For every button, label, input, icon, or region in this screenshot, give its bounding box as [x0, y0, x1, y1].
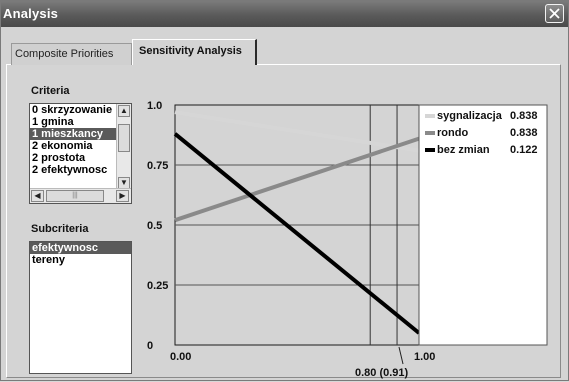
- series-line-bez-zmian: [173, 132, 421, 335]
- criteria-horizontal-scrollbar[interactable]: ◀ ||| ▶: [30, 188, 131, 203]
- y-tick-label: 1.0: [147, 100, 162, 112]
- criteria-items: 0 skrzyzowanie 1 gmina 1 mieszkancy 2 ek…: [30, 104, 116, 176]
- series-line-rondo: [174, 136, 420, 223]
- y-tick-labels: 0 0.25 0.5 0.75 1.0: [147, 100, 168, 352]
- legend: sygnalizacja 0.838 rondo 0.838 bez zmian 0.12…: [425, 110, 538, 156]
- chevron-right-icon: ▶: [119, 191, 126, 200]
- title-bar[interactable]: Analysis: [1, 1, 568, 27]
- subcriteria-list[interactable]: efektywnosc tereny: [29, 241, 132, 374]
- chevron-up-icon: ▲: [120, 106, 128, 115]
- criteria-item[interactable]: 2 prostota: [32, 152, 86, 164]
- vertical-scroll-thumb[interactable]: [118, 124, 130, 152]
- y-tick-label: 0.25: [147, 280, 168, 292]
- x-tick-label: 0.00: [170, 351, 191, 363]
- chevron-down-icon: ▼: [120, 178, 128, 187]
- close-icon: [549, 8, 560, 19]
- close-button[interactable]: [545, 4, 564, 23]
- legend-entry-value: 0.122: [510, 144, 538, 156]
- criteria-label: Criteria: [31, 85, 70, 97]
- horizontal-scroll-thumb[interactable]: |||: [46, 190, 104, 202]
- scroll-left-button[interactable]: ◀: [31, 190, 44, 202]
- scroll-right-button[interactable]: ▶: [116, 190, 129, 202]
- grip-icon: |||: [72, 192, 78, 199]
- criteria-list[interactable]: 0 skrzyzowanie 1 gmina 1 mieszkancy 2 ek…: [29, 103, 132, 204]
- legend-entry-value: 0.838: [510, 127, 538, 139]
- y-tick-label: 0.75: [147, 160, 168, 172]
- legend-entry-name: bez zmian: [437, 144, 490, 156]
- x-tick-labels: 0.00 1.00: [170, 351, 435, 363]
- criteria-item[interactable]: 2 ekonomia: [32, 140, 93, 152]
- criteria-vertical-scrollbar[interactable]: ▲ ▼: [116, 104, 131, 190]
- tab-composite-priorities-label: Composite Priorities: [15, 48, 114, 60]
- x-tick-label: 1.00: [414, 351, 435, 363]
- scroll-up-button[interactable]: ▲: [118, 105, 130, 117]
- criteria-item-selected[interactable]: 1 mieszkancy: [30, 128, 116, 140]
- series-lines: [173, 110, 421, 335]
- subcriteria-item-selected[interactable]: efektywnosc: [30, 242, 131, 254]
- subcriteria-label: Subcriteria: [31, 223, 89, 235]
- tab-sensitivity-analysis-label: Sensitivity Analysis: [139, 45, 242, 57]
- tab-sensitivity-analysis[interactable]: Sensitivity Analysis: [132, 39, 257, 65]
- criteria-item[interactable]: 1 gmina: [32, 116, 74, 128]
- criteria-item[interactable]: 0 skrzyzowanie: [32, 104, 113, 116]
- marker-leader-line: [398, 346, 404, 365]
- tab-composite-priorities[interactable]: Composite Priorities: [11, 43, 132, 65]
- legend-entry-name: sygnalizacja: [437, 110, 503, 122]
- legend-entry-value: 0.838: [510, 110, 538, 122]
- window-title: Analysis: [3, 6, 59, 21]
- legend-entry-name: rondo: [437, 127, 468, 139]
- legend-box: [418, 104, 548, 346]
- series-line-sygnalizacja: [174, 110, 420, 153]
- chevron-left-icon: ◀: [34, 191, 41, 200]
- criteria-item[interactable]: 2 efektywnosc: [32, 164, 108, 176]
- marker-value-label: 0.80 (0.91): [355, 367, 409, 379]
- y-tick-label: 0.5: [147, 220, 162, 232]
- y-tick-label: 0: [147, 340, 153, 352]
- subcriteria-item[interactable]: tereny: [32, 254, 66, 266]
